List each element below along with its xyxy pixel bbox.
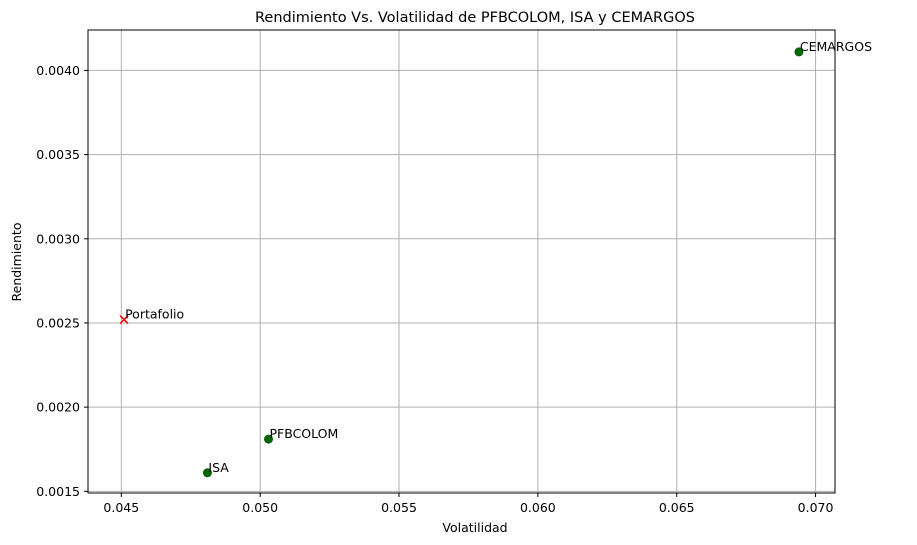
y-tick-label: 0.0040	[36, 63, 80, 78]
point-isa	[202, 468, 212, 478]
y-tick-label: 0.0015	[36, 484, 80, 499]
y-axis-label: Rendimiento	[9, 223, 24, 302]
y-tick-label: 0.0030	[36, 231, 80, 246]
y-tick-label: 0.0020	[36, 400, 80, 415]
point-label-cemargos: CEMARGOS	[800, 39, 872, 54]
grid-lines	[88, 30, 835, 493]
x-tick-label: 0.065	[659, 500, 695, 515]
point-cemargos	[794, 47, 804, 57]
axis-ticks: 0.045 0.050 0.055 0.060 0.065 0.070 0.0015 0.00…	[36, 63, 833, 515]
point-portafolio	[119, 315, 129, 325]
chart-title: Rendimiento Vs. Volatilidad de PFBCOLOM,…	[255, 10, 695, 26]
point-label-pfbcolom: PFBCOLOM	[270, 426, 339, 441]
x-tick-label: 0.045	[103, 500, 139, 515]
x-tick-label: 0.070	[798, 500, 834, 515]
x-tick-label: 0.050	[242, 500, 278, 515]
x-tick-label: 0.060	[520, 500, 556, 515]
x-tick-label: 0.055	[381, 500, 417, 515]
y-tick-label: 0.0035	[36, 147, 80, 162]
x-axis-label: Volatilidad	[442, 520, 507, 535]
point-label-isa: ISA	[208, 460, 229, 475]
point-pfbcolom	[264, 434, 274, 444]
y-tick-label: 0.0025	[36, 315, 80, 330]
data-points: PFBCOLOM ISA CEMARGOS Portafolio	[119, 39, 872, 478]
point-label-portafolio: Portafolio	[125, 307, 184, 322]
plot-frame	[87, 29, 836, 494]
